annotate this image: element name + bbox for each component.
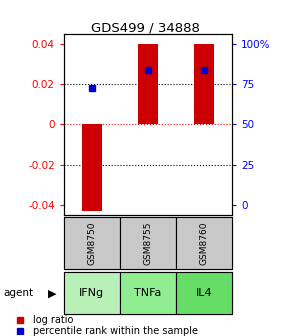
Bar bbox=[138, 44, 158, 124]
Text: GSM8755: GSM8755 bbox=[143, 221, 153, 264]
Bar bbox=[194, 44, 214, 124]
Text: IL4: IL4 bbox=[196, 288, 212, 298]
Text: GSM8750: GSM8750 bbox=[87, 221, 96, 264]
FancyBboxPatch shape bbox=[176, 217, 232, 269]
Text: GSM8760: GSM8760 bbox=[200, 221, 209, 264]
Text: log ratio: log ratio bbox=[33, 316, 74, 326]
FancyBboxPatch shape bbox=[120, 272, 176, 314]
Text: IFNg: IFNg bbox=[79, 288, 104, 298]
FancyBboxPatch shape bbox=[64, 272, 120, 314]
Text: ▶: ▶ bbox=[48, 288, 57, 298]
FancyBboxPatch shape bbox=[64, 217, 120, 269]
Text: TNFa: TNFa bbox=[134, 288, 162, 298]
Text: agent: agent bbox=[3, 288, 33, 298]
Text: percentile rank within the sample: percentile rank within the sample bbox=[33, 326, 198, 336]
FancyBboxPatch shape bbox=[176, 272, 232, 314]
FancyBboxPatch shape bbox=[120, 217, 176, 269]
Bar bbox=[82, 124, 102, 211]
Text: GDS499 / 34888: GDS499 / 34888 bbox=[90, 22, 200, 35]
